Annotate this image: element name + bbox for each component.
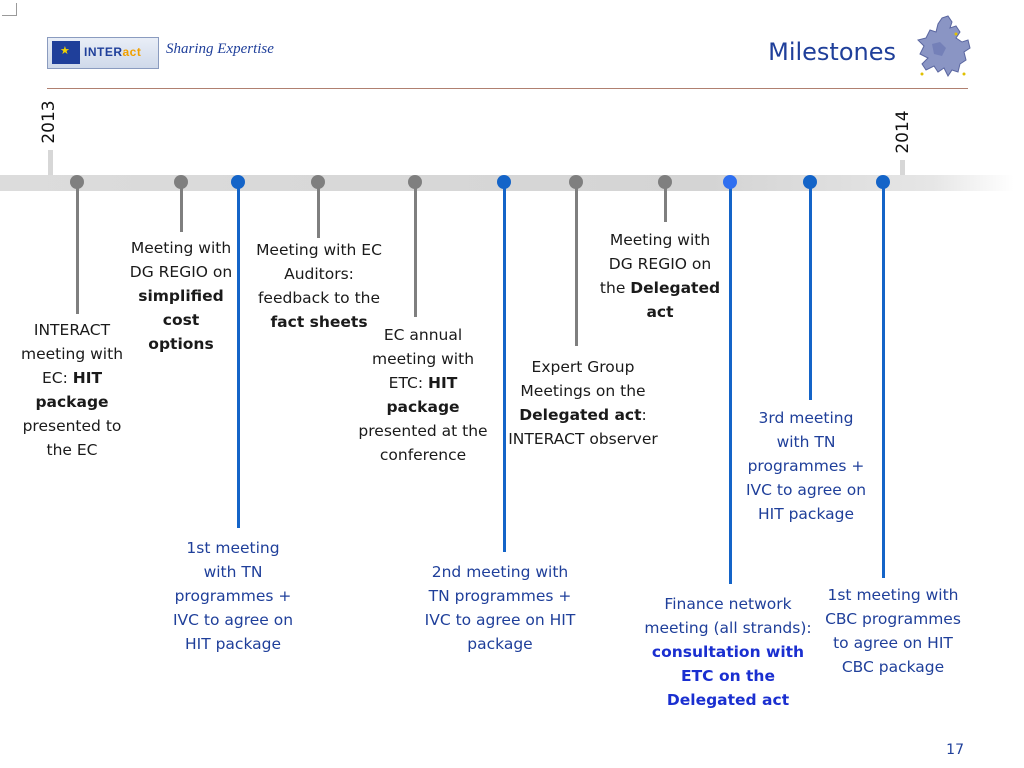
europe-map-icon [917, 15, 971, 77]
milestone-11-node [876, 175, 890, 189]
milestone-7-label: Expert Group Meetings on the Delegated a… [508, 358, 658, 448]
page-title: Milestones [768, 38, 896, 66]
milestone-9-node [723, 175, 737, 189]
milestone-10-label: 3rd meeting with TN programmes + IVC to … [745, 409, 867, 523]
milestone-3-node [231, 175, 245, 189]
milestone-11-label: 1st meeting with CBC programmes to agree… [825, 586, 961, 676]
tagline: Sharing Expertise [166, 41, 274, 57]
milestone-8-label: Meeting with DG REGIO on the Delegated a… [599, 231, 721, 321]
logo-text-act: act [122, 45, 142, 59]
header-divider [47, 88, 968, 89]
page-number: 17 [946, 742, 964, 758]
milestone-7-connector [574, 182, 578, 346]
logo-text-inter: INTER [84, 45, 123, 59]
milestone-5-node [408, 175, 422, 189]
milestone-8-node [658, 175, 672, 189]
milestone-7-node [569, 175, 583, 189]
milestone-5-label: EC annual meeting with ETC: HIT package … [358, 326, 488, 464]
interact-logo: INTERact [47, 37, 159, 69]
slide-corner-mark [0, 0, 18, 18]
milestone-6-node [497, 175, 511, 189]
milestone-9-connector [728, 182, 732, 584]
milestone-2-node [174, 175, 188, 189]
milestone-1-connector [75, 182, 79, 314]
milestone-4-label: Meeting with EC Auditors: feedback to th… [256, 241, 382, 331]
milestone-8-connector [663, 182, 667, 222]
year-label-end: 2014 [893, 110, 913, 154]
milestone-4-connector [316, 182, 320, 238]
year-label-start: 2013 [39, 100, 59, 144]
milestone-6-label: 2nd meeting with TN programmes + IVC to … [424, 563, 576, 653]
milestone-2-label: Meeting with DG REGIO on simplified cost… [129, 239, 233, 353]
milestone-9-label: Finance network meeting (all strands): c… [644, 595, 812, 709]
milestone-1-label: INTERACT meeting with EC: HIT package pr… [20, 321, 124, 459]
milestone-5-connector [413, 182, 417, 317]
eu-flag-icon [52, 41, 80, 64]
milestone-1-node [70, 175, 84, 189]
milestone-2-connector [179, 182, 183, 232]
milestone-6-connector [502, 182, 506, 552]
timeline-start-tick [48, 150, 53, 185]
milestone-4-node [311, 175, 325, 189]
milestone-3-label: 1st meeting with TN programmes + IVC to … [172, 539, 294, 653]
milestone-3-connector [236, 182, 240, 528]
milestone-10-connector [808, 182, 812, 400]
milestone-11-connector [881, 182, 885, 578]
milestone-10-node [803, 175, 817, 189]
